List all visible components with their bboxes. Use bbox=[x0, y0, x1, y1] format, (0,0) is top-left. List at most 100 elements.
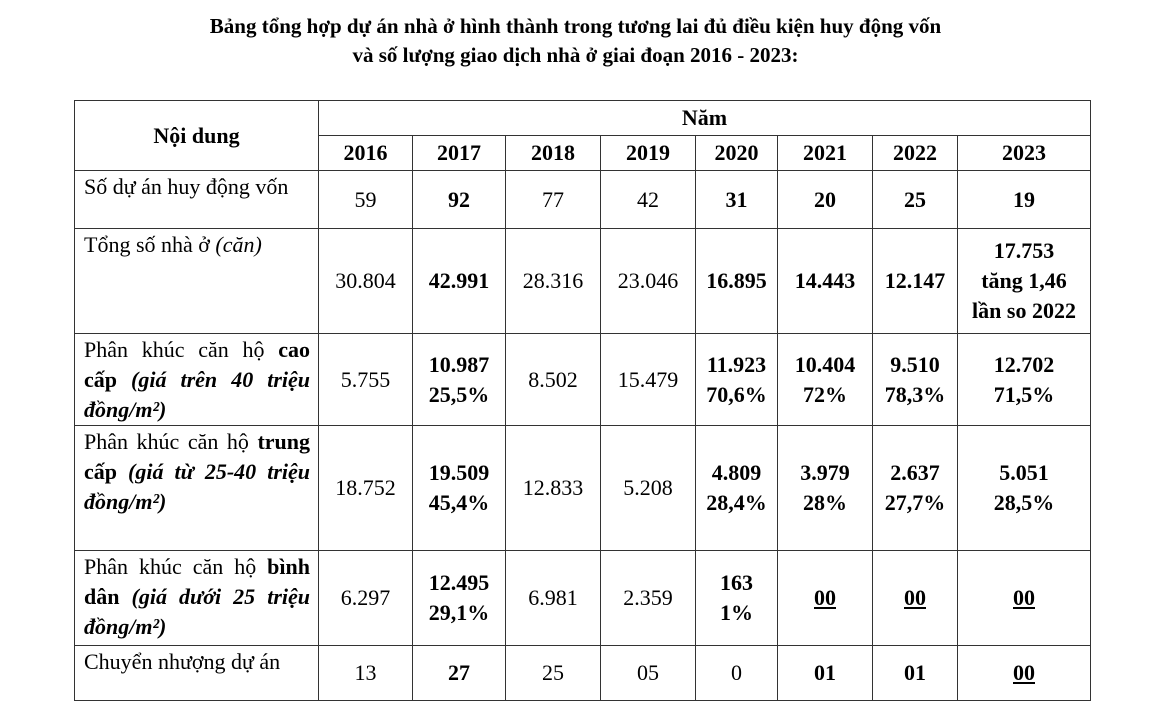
cell-value: 14.443 bbox=[794, 268, 856, 293]
cell-value: 28.316 bbox=[522, 268, 584, 293]
cell-value: 25 bbox=[542, 660, 564, 685]
cell-2017: 12.495 29,1% bbox=[412, 550, 506, 646]
year-2019: 2019 bbox=[600, 135, 696, 171]
cell-2019: 15.479 bbox=[600, 333, 696, 426]
cell-value: 17.753 bbox=[993, 238, 1055, 263]
row-label-segment: (giá trên 40 triệu đồng/m²) bbox=[84, 367, 310, 422]
cell-2022: 9.510 78,3% bbox=[872, 333, 958, 426]
cell-value: 2.359 bbox=[623, 585, 673, 610]
cell-value: 70,6% bbox=[706, 381, 767, 407]
year-2023: 2023 bbox=[957, 135, 1091, 171]
cell-value: 45,4% bbox=[428, 490, 490, 515]
row-label-segment: Phân khúc căn hộ bbox=[84, 337, 279, 362]
cell-value: 12.147 bbox=[884, 268, 946, 293]
cell-2020: 4.809 28,4% bbox=[695, 425, 778, 551]
cell-value: 25,5% bbox=[428, 381, 490, 407]
cell-2016: 5.755 bbox=[318, 333, 413, 426]
cell-value: 6.981 bbox=[528, 585, 578, 610]
cell-2020: 16.895 bbox=[695, 228, 778, 334]
cell-2018: 12.833 bbox=[505, 425, 601, 551]
year-2022: 2022 bbox=[872, 135, 958, 171]
cell-value: 1% bbox=[720, 600, 753, 625]
cell-2020: 163 1% bbox=[695, 550, 778, 646]
cell-value: 19 bbox=[1013, 186, 1035, 212]
table-row: Số dự án huy động vốn 59 92 77 42 31 20 25 19 bbox=[74, 170, 1091, 229]
cell-value: 13 bbox=[354, 660, 377, 685]
cell-2021: 10.404 72% bbox=[777, 333, 873, 426]
cell-value: 00 bbox=[814, 585, 836, 610]
cell-2018: 8.502 bbox=[505, 333, 601, 426]
cell-2023: 12.702 71,5% bbox=[957, 333, 1091, 426]
row-label-segment: Số dự án huy động vốn bbox=[84, 174, 289, 199]
title-line-1: Bảng tổng hợp dự án nhà ở hình thành tro… bbox=[209, 14, 942, 38]
table-row: Phân khúc căn hộ cao cấp (giá trên 40 tr… bbox=[74, 333, 1091, 426]
cell-2017: 92 bbox=[412, 170, 506, 229]
cell-value: 28,4% bbox=[706, 490, 767, 515]
cell-value: 12.495 bbox=[428, 570, 490, 595]
cell-value: 6.297 bbox=[340, 585, 391, 610]
cell-value: 01 bbox=[904, 660, 926, 685]
cell-2018: 25 bbox=[505, 645, 601, 701]
cell-2021: 14.443 bbox=[777, 228, 873, 334]
cell-2019: 23.046 bbox=[600, 228, 696, 334]
cell-2017: 19.509 45,4% bbox=[412, 425, 506, 551]
row-label-segment: Chuyển nhượng dự án bbox=[84, 649, 281, 674]
cell-2021: 01 bbox=[777, 645, 873, 701]
row-label-segment: (giá dưới 25 triệu đồng/m²) bbox=[84, 584, 310, 639]
cell-value: 19.509 bbox=[428, 460, 490, 485]
row-label-segment: Phân khúc căn hộ bbox=[84, 554, 268, 579]
cell-value: 163 bbox=[720, 570, 753, 595]
cell-value: 2.637 bbox=[890, 460, 940, 485]
year-header: Năm bbox=[318, 100, 1091, 136]
cell-value: lần so 2022 bbox=[972, 298, 1076, 323]
cell-value: 0 bbox=[731, 660, 742, 685]
cell-value: 18.752 bbox=[335, 475, 396, 500]
cell-value: 01 bbox=[814, 660, 836, 685]
cell-value: 31 bbox=[725, 186, 748, 212]
row-label: Phân khúc căn hộ bình dân (giá dưới 25 t… bbox=[74, 550, 319, 646]
cell-2018: 77 bbox=[505, 170, 601, 229]
cell-value: 23.046 bbox=[617, 268, 679, 293]
cell-value: 00 bbox=[1013, 660, 1035, 685]
cell-value: 10.987 bbox=[428, 351, 490, 377]
cell-2016: 13 bbox=[318, 645, 413, 701]
cell-value: 00 bbox=[1013, 585, 1035, 610]
cell-2022: 12.147 bbox=[872, 228, 958, 334]
cell-value: 29,1% bbox=[428, 600, 490, 625]
cell-2021: 3.979 28% bbox=[777, 425, 873, 551]
cell-value: 5.208 bbox=[623, 475, 673, 500]
row-label: Tổng số nhà ở (căn) bbox=[74, 228, 319, 334]
cell-2021: 00 bbox=[777, 550, 873, 646]
row-label-segment: bình dân bbox=[84, 554, 310, 609]
content-header: Nội dung bbox=[74, 100, 319, 171]
table-row: Phân khúc căn hộ trung cấp (giá từ 25-40… bbox=[74, 425, 1091, 551]
cell-2021: 20 bbox=[777, 170, 873, 229]
cell-value: 12.702 bbox=[993, 351, 1055, 377]
cell-value: 9.510 bbox=[890, 351, 940, 377]
cell-2022: 01 bbox=[872, 645, 958, 701]
title-line-2: và số lượng giao dịch nhà ở giai đoạn 20… bbox=[352, 43, 799, 67]
cell-value: 71,5% bbox=[993, 381, 1055, 407]
cell-2020: 31 bbox=[695, 170, 778, 229]
cell-value: 10.404 bbox=[794, 351, 856, 377]
cell-value: 11.923 bbox=[706, 351, 767, 377]
cell-2022: 2.637 27,7% bbox=[872, 425, 958, 551]
cell-value: 5.755 bbox=[340, 366, 391, 392]
cell-2019: 2.359 bbox=[600, 550, 696, 646]
table-body: Số dự án huy động vốn 59 92 77 42 31 20 25 19 Tổn… bbox=[74, 170, 1091, 701]
cell-2019: 42 bbox=[600, 170, 696, 229]
table-row: Chuyển nhượng dự án 13 27 25 05 0 01 01 00 bbox=[74, 645, 1091, 701]
cell-2017: 10.987 25,5% bbox=[412, 333, 506, 426]
table-row: Phân khúc căn hộ bình dân (giá dưới 25 t… bbox=[74, 550, 1091, 646]
cell-value: 77 bbox=[542, 186, 564, 212]
cell-value: 28,5% bbox=[993, 490, 1055, 515]
cell-value: 8.502 bbox=[528, 366, 578, 392]
cell-2023: 17.753 tăng 1,46 lần so 2022 bbox=[957, 228, 1091, 334]
row-label: Chuyển nhượng dự án bbox=[74, 645, 319, 701]
cell-2017: 27 bbox=[412, 645, 506, 701]
year-2021: 2021 bbox=[777, 135, 873, 171]
cell-value: 28% bbox=[803, 490, 847, 515]
cell-2019: 5.208 bbox=[600, 425, 696, 551]
year-2017: 2017 bbox=[412, 135, 506, 171]
cell-2022: 00 bbox=[872, 550, 958, 646]
